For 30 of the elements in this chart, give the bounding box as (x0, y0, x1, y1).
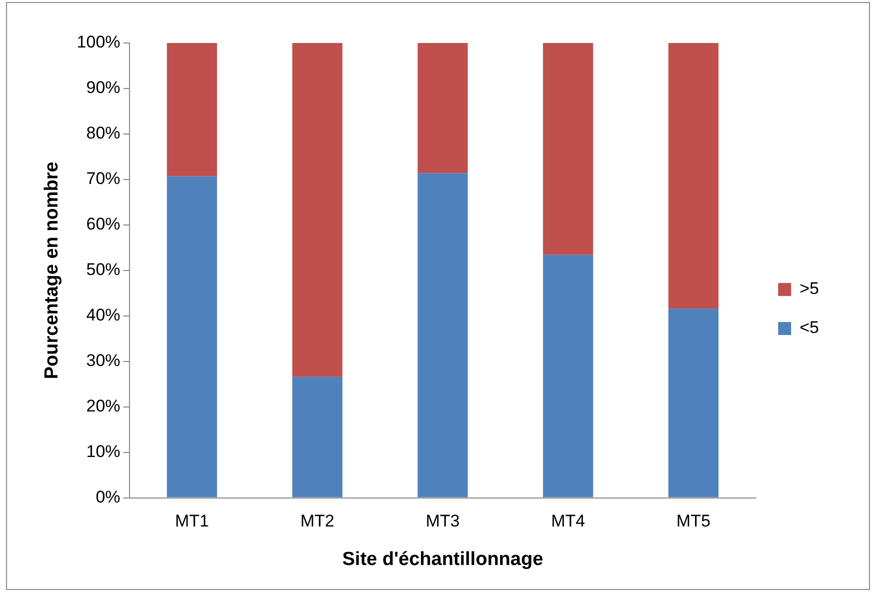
bar (166, 43, 218, 176)
bar (166, 176, 218, 498)
y-tick-label: 60% (86, 214, 120, 234)
bar (292, 43, 342, 377)
bar (418, 173, 468, 498)
x-axis-title: Site d'échantillonnage (342, 548, 544, 570)
legend-label: >5 (800, 279, 820, 298)
x-tick-label: MT4 (551, 512, 586, 531)
y-tick-label: 50% (86, 260, 120, 280)
bar (542, 254, 594, 498)
y-tick-label: 70% (86, 169, 120, 188)
x-tick-label: MT5 (676, 512, 710, 531)
bar (418, 43, 468, 174)
x-tick-label: MT1 (174, 512, 209, 531)
x-tick-label: MT2 (300, 512, 334, 531)
y-tick-label: 100% (76, 32, 120, 52)
x-tick-label: MT3 (426, 512, 460, 531)
y-tick-label: 30% (86, 351, 120, 370)
y-tick-label: 90% (86, 78, 120, 98)
y-tick-label: 0% (96, 487, 120, 506)
bar (292, 376, 342, 498)
bar (668, 43, 719, 309)
y-tick-label: 10% (86, 442, 120, 462)
bar (542, 43, 594, 255)
y-tick-label: 20% (86, 396, 120, 416)
legend-label: <5 (800, 318, 820, 338)
bar (668, 308, 719, 498)
y-axis-title: Pourcentage en nombre (42, 162, 63, 380)
y-tick-label: 40% (86, 306, 120, 325)
y-tick-label: 80% (86, 124, 120, 143)
